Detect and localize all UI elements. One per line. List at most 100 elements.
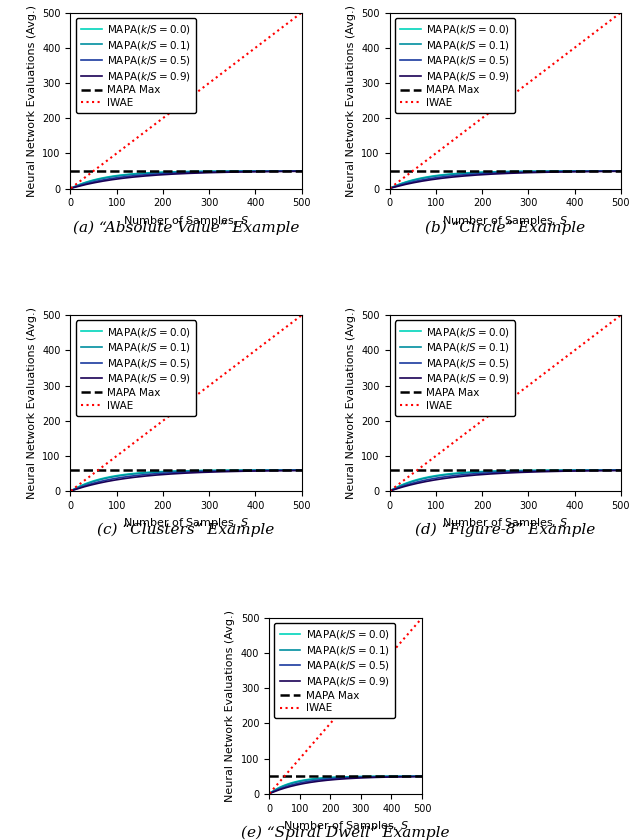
MAPA($k/S = 0.0$) — [617, 166, 625, 176]
MAPA($k/S = 0.0$) — [479, 466, 487, 476]
MAPA($k/S = 0.9$) — [545, 167, 552, 177]
MAPA($k/S = 0.0$) — [387, 771, 395, 781]
MAPA($k/S = 0.1$) — [385, 771, 392, 781]
MAPA($k/S = 0.0$) — [161, 466, 168, 476]
MAPA($k/S = 0.9$) — [410, 178, 417, 188]
MAPA($k/S = 0.9$) — [225, 167, 233, 177]
IWAE — [161, 113, 168, 123]
Line: MAPA($k/S = 0.1$): MAPA($k/S = 0.1$) — [390, 171, 621, 188]
MAPA($k/S = 0.0$) — [91, 475, 99, 486]
MAPA($k/S = 0.5$) — [385, 772, 392, 782]
Line: IWAE: IWAE — [390, 315, 621, 491]
Line: MAPA($k/S = 0.1$): MAPA($k/S = 0.1$) — [269, 776, 422, 794]
MAPA($k/S = 0.0$) — [91, 175, 99, 185]
Line: MAPA($k/S = 0.0$): MAPA($k/S = 0.0$) — [390, 470, 621, 491]
MAPA($k/S = 0.0$) — [418, 771, 426, 781]
MAPA($k/S = 0.5$) — [617, 465, 625, 475]
MAPA($k/S = 0.1$) — [545, 465, 552, 475]
IWAE — [479, 415, 487, 425]
MAPA($k/S = 0.9$) — [225, 466, 233, 476]
MAPA($k/S = 0.5$) — [281, 782, 289, 792]
MAPA($k/S = 0.1$) — [566, 465, 574, 475]
MAPA($k/S = 0.1$) — [386, 183, 394, 193]
X-axis label: Number of Samples, $S$: Number of Samples, $S$ — [283, 819, 408, 833]
MAPA($k/S = 0.0$) — [327, 772, 335, 782]
MAPA($k/S = 0.5$) — [67, 183, 75, 193]
MAPA($k/S = 0.9$) — [566, 167, 574, 177]
MAPA($k/S = 0.5$) — [161, 468, 168, 478]
Legend: MAPA($k/S = 0.0$), MAPA($k/S = 0.1$), MAPA($k/S = 0.5$), MAPA($k/S = 0.9$), MAPA: MAPA($k/S = 0.0$), MAPA($k/S = 0.1$), MA… — [395, 320, 515, 416]
MAPA($k/S = 0.9$) — [566, 466, 574, 476]
MAPA($k/S = 0.1$) — [488, 167, 495, 177]
MAPA($k/S = 0.1$) — [251, 166, 259, 176]
Legend: MAPA($k/S = 0.0$), MAPA($k/S = 0.1$), MAPA($k/S = 0.5$), MAPA($k/S = 0.9$), MAPA: MAPA($k/S = 0.0$), MAPA($k/S = 0.1$), MA… — [76, 320, 196, 416]
X-axis label: Number of Samples, $S$: Number of Samples, $S$ — [442, 214, 568, 228]
MAPA($k/S = 0.9$) — [327, 774, 335, 785]
MAPA($k/S = 0.5$) — [298, 465, 305, 475]
IWAE — [410, 165, 417, 176]
MAPA($k/S = 0.5$) — [371, 772, 378, 782]
MAPA($k/S = 0.1$) — [566, 166, 574, 176]
MAPA($k/S = 0.1$) — [418, 771, 426, 781]
IWAE — [281, 770, 289, 780]
MAPA($k/S = 0.9$) — [247, 466, 255, 476]
Text: (c) “Clusters” Example: (c) “Clusters” Example — [97, 523, 275, 538]
MAPA($k/S = 0.1$) — [91, 176, 99, 186]
IWAE — [545, 62, 552, 72]
Line: MAPA($k/S = 0.0$): MAPA($k/S = 0.0$) — [71, 470, 301, 491]
MAPA Max — [67, 465, 75, 475]
MAPA($k/S = 0.5$) — [418, 771, 426, 781]
MAPA($k/S = 0.0$) — [545, 166, 552, 176]
MAPA($k/S = 0.5$) — [161, 169, 168, 179]
MAPA($k/S = 0.5$) — [410, 176, 417, 186]
MAPA($k/S = 0.1$) — [570, 465, 578, 475]
Line: MAPA($k/S = 0.9$): MAPA($k/S = 0.9$) — [390, 470, 621, 491]
X-axis label: Number of Samples, $S$: Number of Samples, $S$ — [123, 517, 249, 530]
MAPA($k/S = 0.1$) — [91, 476, 99, 486]
IWAE — [251, 43, 259, 53]
IWAE — [67, 486, 75, 496]
IWAE — [488, 408, 495, 418]
MAPA($k/S = 0.1$) — [161, 167, 168, 177]
Line: MAPA($k/S = 0.0$): MAPA($k/S = 0.0$) — [71, 171, 301, 188]
MAPA($k/S = 0.9$) — [169, 169, 177, 179]
MAPA($k/S = 0.0$) — [67, 183, 75, 193]
Line: MAPA($k/S = 0.5$): MAPA($k/S = 0.5$) — [390, 470, 621, 491]
MAPA($k/S = 0.9$) — [251, 166, 259, 176]
MAPA($k/S = 0.0$) — [386, 486, 394, 496]
Y-axis label: Neural Network Evaluations (Avg.): Neural Network Evaluations (Avg.) — [346, 4, 356, 197]
MAPA($k/S = 0.9$) — [488, 169, 495, 179]
MAPA($k/S = 0.0$) — [333, 772, 340, 782]
MAPA($k/S = 0.0$) — [566, 166, 574, 176]
IWAE — [67, 183, 75, 193]
MAPA($k/S = 0.5$) — [67, 486, 75, 496]
MAPA($k/S = 0.9$) — [570, 166, 578, 176]
MAPA($k/S = 0.9$) — [386, 183, 394, 193]
Legend: MAPA($k/S = 0.0$), MAPA($k/S = 0.1$), MAPA($k/S = 0.5$), MAPA($k/S = 0.9$), MAPA: MAPA($k/S = 0.0$), MAPA($k/S = 0.1$), MA… — [275, 623, 395, 718]
MAPA($k/S = 0.1$) — [251, 465, 259, 475]
MAPA($k/S = 0.5$) — [169, 468, 177, 478]
MAPA Max — [386, 465, 394, 475]
MAPA($k/S = 0.5$) — [169, 168, 177, 178]
MAPA($k/S = 0.9$) — [386, 486, 394, 496]
Line: MAPA($k/S = 0.1$): MAPA($k/S = 0.1$) — [71, 470, 301, 491]
IWAE — [386, 486, 394, 496]
IWAE — [386, 183, 394, 193]
MAPA($k/S = 0.9$) — [410, 479, 417, 489]
Line: IWAE: IWAE — [269, 618, 422, 794]
Y-axis label: Neural Network Evaluations (Avg.): Neural Network Evaluations (Avg.) — [225, 610, 236, 802]
MAPA($k/S = 0.1$) — [371, 771, 378, 781]
IWAE — [298, 310, 305, 320]
Line: MAPA($k/S = 0.1$): MAPA($k/S = 0.1$) — [390, 470, 621, 491]
MAPA($k/S = 0.9$) — [387, 772, 395, 782]
IWAE — [161, 415, 168, 425]
MAPA($k/S = 0.5$) — [479, 468, 487, 478]
MAPA($k/S = 0.0$) — [251, 465, 259, 475]
Line: MAPA($k/S = 0.9$): MAPA($k/S = 0.9$) — [269, 776, 422, 794]
MAPA Max — [266, 771, 273, 781]
MAPA($k/S = 0.1$) — [169, 466, 177, 476]
MAPA($k/S = 0.1$) — [479, 167, 487, 177]
MAPA($k/S = 0.9$) — [333, 774, 340, 785]
MAPA($k/S = 0.9$) — [281, 783, 289, 793]
MAPA($k/S = 0.0$) — [570, 166, 578, 176]
